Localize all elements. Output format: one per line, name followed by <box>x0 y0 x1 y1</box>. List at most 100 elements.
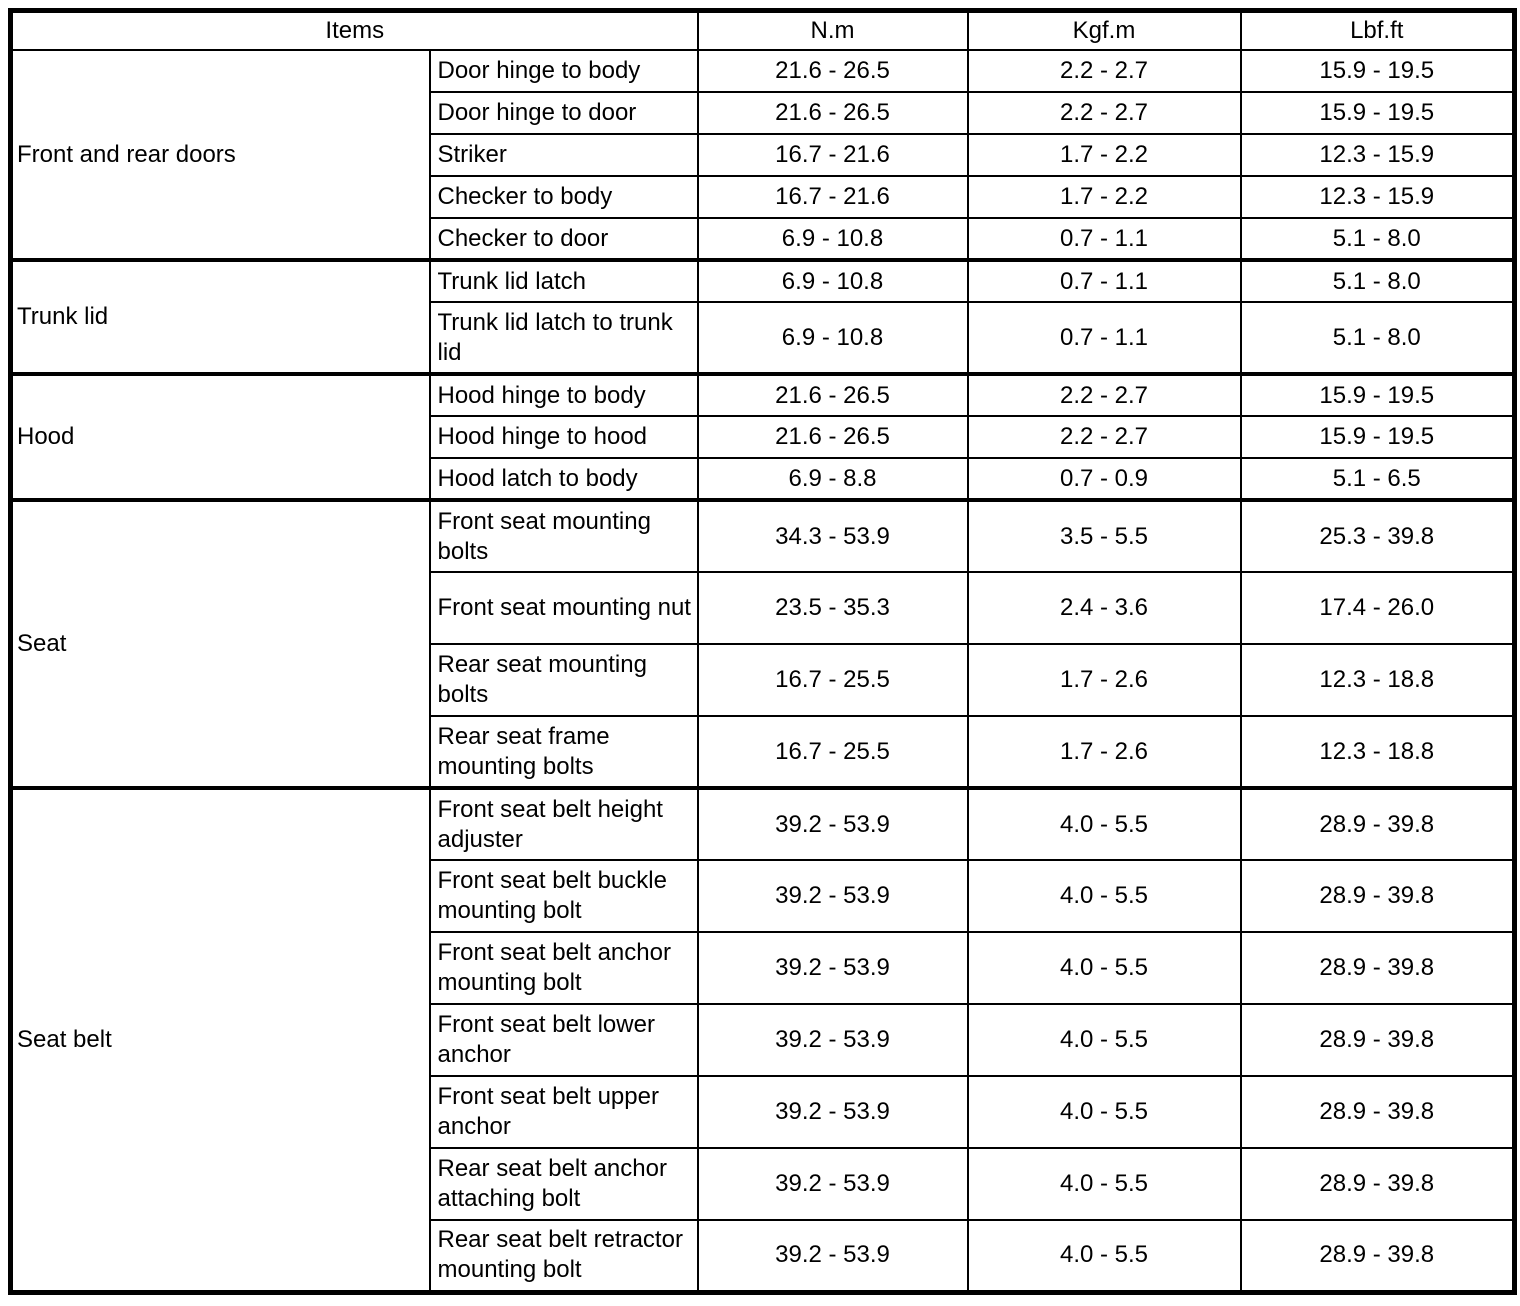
item-cell: Rear seat belt anchor attaching bolt <box>428 1147 699 1221</box>
table-body: Front and rear doors Door hinge to body 21… <box>9 49 1516 1293</box>
nm-value-cell: 16.7 - 25.5 <box>696 715 969 789</box>
spec-row: Seat Front seat mounting bolts 34.3 - 53.9… <box>9 498 1516 789</box>
nm-header-cell: N.m <box>696 9 969 51</box>
kgfm-value-cell: 2.4 - 3.6 <box>966 571 1242 645</box>
kgfm-value-cell: 2.2 - 2.7 <box>966 49 1242 93</box>
spec-row: Hood hinge to hood 21.6 - 26.5 2.2 - 2.7 15… <box>11 415 1516 459</box>
nm-value-cell: 39.2 - 53.9 <box>696 1147 969 1221</box>
lbfft-value-cell: 15.9 - 19.5 <box>1239 415 1516 459</box>
lbfft-value-cell: 12.3 - 18.8 <box>1239 643 1516 717</box>
nm-value-cell: 21.6 - 26.5 <box>696 91 969 135</box>
group-cell: Front and rear doors <box>9 49 431 261</box>
item-cell: Checker to body <box>428 175 699 219</box>
table-header: Items N.m Kgf.m Lbf.ft <box>9 9 1516 51</box>
lbfft-value-cell: 5.1 - 6.5 <box>1239 457 1516 501</box>
lbfft-value-cell: 5.1 - 8.0 <box>1239 258 1516 303</box>
item-cell: Hood hinge to hood <box>428 415 699 459</box>
kgfm-value-cell: 1.7 - 2.2 <box>966 133 1242 177</box>
kgfm-value-cell: 4.0 - 5.5 <box>966 859 1242 933</box>
spec-row: Trunk lid Trunk lid latch 6.9 - 10.8 0.7 - … <box>9 258 1516 375</box>
nm-value-cell: 21.6 - 26.5 <box>696 49 969 93</box>
spec-row: Front seat belt lower anchor 39.2 - 53.9 4… <box>11 1003 1516 1077</box>
document-page: Items N.m Kgf.m Lbf.ft Front and rear do… <box>8 8 1517 1295</box>
nm-value-cell: 34.3 - 53.9 <box>696 498 969 573</box>
spec-row: Rear seat belt retractor mounting bolt 39… <box>11 1219 1516 1293</box>
item-cell: Rear seat mounting bolts <box>428 643 699 717</box>
lbfft-value-cell: 28.9 - 39.8 <box>1239 786 1516 861</box>
kgfm-value-cell: 4.0 - 5.5 <box>966 1219 1242 1293</box>
torque-spec-table: Items N.m Kgf.m Lbf.ft Front and rear do… <box>8 8 1517 1295</box>
kgfm-value-cell: 0.7 - 1.1 <box>966 301 1242 375</box>
lbfft-value-cell: 28.9 - 39.8 <box>1239 859 1516 933</box>
nm-value-cell: 39.2 - 53.9 <box>696 859 969 933</box>
nm-value-cell: 6.9 - 10.8 <box>696 217 969 261</box>
header-row: Items N.m Kgf.m Lbf.ft <box>9 9 1516 51</box>
item-cell: Hood hinge to body <box>428 372 699 417</box>
nm-value-cell: 16.7 - 21.6 <box>696 133 969 177</box>
lbfft-value-cell: 28.9 - 39.8 <box>1239 1147 1516 1221</box>
kgfm-value-cell: 4.0 - 5.5 <box>966 1003 1242 1077</box>
nm-value-cell: 39.2 - 53.9 <box>696 1219 969 1293</box>
item-cell: Trunk lid latch <box>428 258 699 303</box>
group-cell: Hood <box>9 372 431 501</box>
spec-row: Striker 16.7 - 21.6 1.7 - 2.2 12.3 - 15.9 <box>11 133 1516 177</box>
lbfft-value-cell: 12.3 - 15.9 <box>1239 133 1516 177</box>
spec-row: Seat belt Front seat belt height adjuster… <box>9 786 1516 1293</box>
item-cell: Front seat mounting bolts <box>428 498 699 573</box>
lbfft-value-cell: 5.1 - 8.0 <box>1239 217 1516 261</box>
item-cell: Front seat belt height adjuster <box>428 786 699 861</box>
nm-value-cell: 39.2 - 53.9 <box>696 1003 969 1077</box>
lbfft-value-cell: 28.9 - 39.8 <box>1239 1003 1516 1077</box>
kgfm-value-cell: 1.7 - 2.6 <box>966 643 1242 717</box>
item-cell: Checker to door <box>428 217 699 261</box>
nm-value-cell: 21.6 - 26.5 <box>696 415 969 459</box>
nm-value-cell: 6.9 - 10.8 <box>696 258 969 303</box>
nm-value-cell: 39.2 - 53.9 <box>696 1075 969 1149</box>
item-cell: Trunk lid latch to trunk lid <box>428 301 699 375</box>
spec-row: Front seat belt anchor mounting bolt 39.2… <box>11 931 1516 1005</box>
kgfm-value-cell: 1.7 - 2.6 <box>966 715 1242 789</box>
item-cell: Door hinge to door <box>428 91 699 135</box>
item-cell: Door hinge to body <box>428 49 699 93</box>
item-cell: Front seat belt anchor mounting bolt <box>428 931 699 1005</box>
kgfm-value-cell: 1.7 - 2.2 <box>966 175 1242 219</box>
nm-value-cell: 6.9 - 10.8 <box>696 301 969 375</box>
spec-row: Hood Hood hinge to body 21.6 - 26.5 2.2 - 2… <box>9 372 1516 501</box>
kgfm-value-cell: 3.5 - 5.5 <box>966 498 1242 573</box>
lbfft-value-cell: 12.3 - 18.8 <box>1239 715 1516 789</box>
item-cell: Striker <box>428 133 699 177</box>
spec-row: Trunk lid latch to trunk lid 6.9 - 10.8 0.… <box>11 301 1516 375</box>
spec-row: Rear seat frame mounting bolts 16.7 - 25.… <box>11 715 1516 789</box>
group-cell: Trunk lid <box>9 258 431 375</box>
lbfft-value-cell: 25.3 - 39.8 <box>1239 498 1516 573</box>
spec-row: Checker to door 6.9 - 10.8 0.7 - 1.1 5.1 - … <box>11 217 1516 261</box>
kgfm-value-cell: 4.0 - 5.5 <box>966 1147 1242 1221</box>
lbfft-value-cell: 5.1 - 8.0 <box>1239 301 1516 375</box>
kgfm-value-cell: 0.7 - 1.1 <box>966 217 1242 261</box>
lbfft-value-cell: 15.9 - 19.5 <box>1239 49 1516 93</box>
spec-row: Door hinge to door 21.6 - 26.5 2.2 - 2.7 15… <box>11 91 1516 135</box>
kgfm-value-cell: 2.2 - 2.7 <box>966 415 1242 459</box>
kgfm-value-cell: 2.2 - 2.7 <box>966 372 1242 417</box>
item-cell: Front seat belt upper anchor <box>428 1075 699 1149</box>
nm-value-cell: 16.7 - 25.5 <box>696 643 969 717</box>
item-cell: Front seat belt buckle mounting bolt <box>428 859 699 933</box>
lbfft-value-cell: 28.9 - 39.8 <box>1239 931 1516 1005</box>
items-header-cell: Items <box>9 9 699 51</box>
spec-row: Checker to body 16.7 - 21.6 1.7 - 2.2 12.3 … <box>11 175 1516 219</box>
spec-row: Hood latch to body 6.9 - 8.8 0.7 - 0.9 5.1 … <box>11 457 1516 501</box>
item-cell: Hood latch to body <box>428 457 699 501</box>
spec-row: Rear seat belt anchor attaching bolt 39.2… <box>11 1147 1516 1221</box>
nm-value-cell: 21.6 - 26.5 <box>696 372 969 417</box>
group-cell: Seat <box>9 498 431 789</box>
nm-value-cell: 16.7 - 21.6 <box>696 175 969 219</box>
item-cell: Front seat belt lower anchor <box>428 1003 699 1077</box>
kgfm-value-cell: 4.0 - 5.5 <box>966 786 1242 861</box>
spec-row: Front and rear doors Door hinge to body 21… <box>9 49 1516 261</box>
kgfm-value-cell: 4.0 - 5.5 <box>966 931 1242 1005</box>
lbfft-value-cell: 12.3 - 15.9 <box>1239 175 1516 219</box>
lbfft-header-cell: Lbf.ft <box>1239 9 1516 51</box>
lbfft-value-cell: 17.4 - 26.0 <box>1239 571 1516 645</box>
kgfm-value-cell: 2.2 - 2.7 <box>966 91 1242 135</box>
lbfft-value-cell: 15.9 - 19.5 <box>1239 372 1516 417</box>
